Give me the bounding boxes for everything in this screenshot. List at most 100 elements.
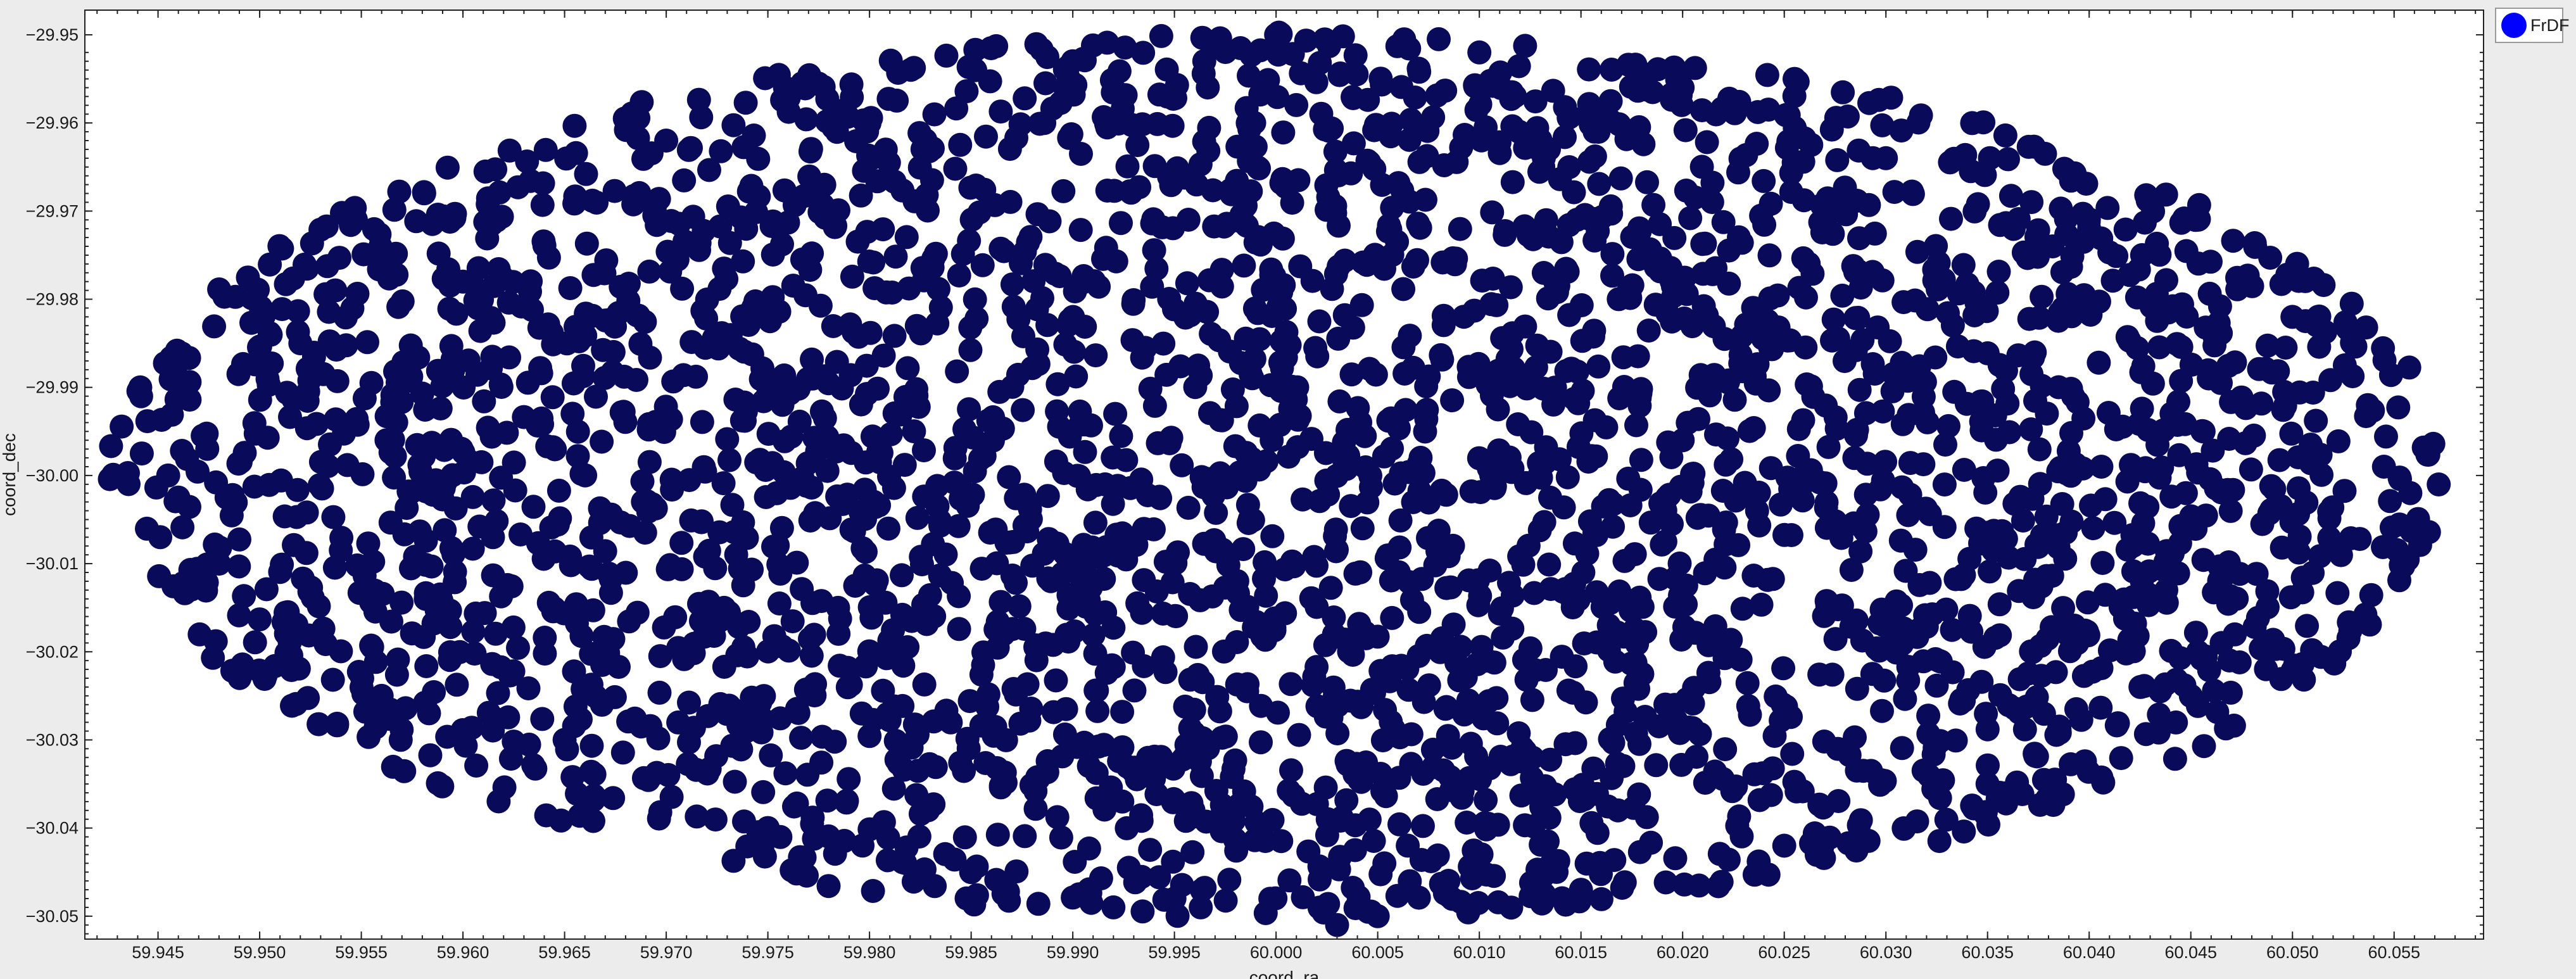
data-point (1304, 70, 1329, 94)
data-point (306, 712, 331, 736)
data-point (369, 683, 394, 708)
data-point (2386, 395, 2411, 420)
data-point (828, 654, 852, 678)
x-tick-label: 60.050 (2266, 943, 2319, 962)
data-point (1315, 823, 1339, 847)
data-point (773, 761, 798, 786)
data-point (204, 470, 229, 495)
data-point (1308, 867, 1332, 892)
data-point (1313, 117, 1337, 142)
data-point (987, 379, 1012, 404)
data-point (1957, 546, 1982, 571)
data-point (974, 124, 998, 149)
data-point (2259, 360, 2284, 385)
data-point (666, 710, 691, 735)
data-point (1648, 259, 1672, 284)
data-point (2256, 595, 2280, 619)
data-point (1260, 524, 1285, 548)
x-tick-label: 59.945 (132, 943, 184, 962)
data-point (1287, 723, 1311, 747)
data-point (1711, 210, 1736, 234)
data-point (1819, 117, 1844, 142)
data-point (1668, 583, 1692, 608)
data-point (1147, 484, 1172, 509)
data-point (1717, 86, 1741, 111)
data-point (187, 622, 212, 647)
data-point (1720, 779, 1745, 804)
data-point (1242, 296, 1267, 321)
data-point (769, 515, 794, 540)
data-point (405, 433, 429, 457)
data-point (857, 249, 881, 274)
data-point (583, 684, 608, 709)
data-point (1204, 500, 1228, 525)
data-point (857, 111, 882, 136)
data-point (1323, 524, 1348, 548)
data-point (786, 376, 811, 401)
data-point (983, 617, 1008, 641)
data-point (294, 416, 319, 441)
data-point (2378, 363, 2403, 388)
y-tick-label: −29.95 (26, 25, 79, 44)
data-point (1856, 828, 1881, 853)
data-point (1687, 873, 1712, 898)
data-point (1714, 452, 1738, 477)
data-point (2249, 391, 2274, 416)
data-point (799, 137, 823, 161)
data-point (369, 250, 393, 275)
data-point (1952, 819, 1976, 844)
data-point (717, 693, 742, 718)
data-point (1482, 476, 1507, 500)
data-point (284, 612, 308, 637)
data-point (1144, 256, 1169, 281)
data-point (1684, 745, 1708, 769)
data-point (1538, 339, 1563, 364)
data-point (1328, 845, 1353, 869)
data-point (2353, 602, 2378, 627)
data-point (672, 229, 697, 254)
data-point (1821, 222, 1845, 246)
data-point (839, 72, 864, 97)
x-tick-label: 60.020 (1657, 943, 1709, 962)
data-point (1598, 89, 1623, 113)
data-point (1109, 211, 1133, 236)
data-point (2090, 551, 2115, 575)
data-point (716, 194, 740, 218)
data-point (248, 388, 272, 412)
data-point (1318, 576, 1343, 600)
data-point (2076, 590, 2100, 615)
data-point (481, 310, 506, 335)
data-point (611, 400, 636, 424)
data-point (1523, 658, 1548, 683)
data-point (2117, 329, 2142, 353)
data-point (1641, 193, 1666, 217)
data-point (625, 600, 650, 625)
data-point (2127, 412, 2152, 436)
data-point (1905, 809, 1929, 834)
data-point (1934, 597, 1959, 622)
data-point (731, 510, 755, 534)
data-point (1693, 231, 1717, 256)
data-point (1500, 460, 1524, 484)
data-point (1498, 275, 1523, 300)
data-point (1456, 688, 1481, 713)
data-point (1916, 722, 1941, 746)
data-point (1162, 887, 1187, 911)
data-point (2225, 586, 2249, 611)
data-point (1407, 60, 1432, 84)
data-point (565, 611, 589, 636)
legend[interactable]: FrDF (2495, 8, 2569, 43)
data-point (840, 264, 864, 289)
data-point (2223, 622, 2247, 647)
data-point (1978, 559, 2002, 584)
data-point (2145, 433, 2170, 457)
data-point (2104, 417, 2128, 441)
data-point (1132, 568, 1156, 593)
data-point (2071, 456, 2095, 481)
data-point (1008, 711, 1033, 736)
data-point (1202, 214, 1227, 239)
data-point (2064, 697, 2088, 721)
data-point (1395, 657, 1420, 681)
data-point (515, 149, 540, 174)
data-point (1296, 839, 1321, 864)
